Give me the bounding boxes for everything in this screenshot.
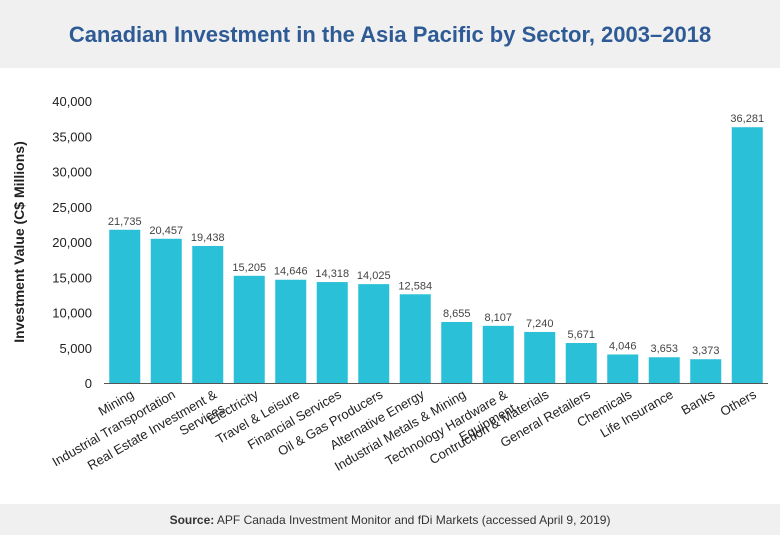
y-tick-label: 10,000 xyxy=(52,306,92,321)
source-text: APF Canada Investment Monitor and fDi Ma… xyxy=(216,513,611,527)
bar xyxy=(648,357,680,383)
bar-value-label: 20,457 xyxy=(149,225,183,237)
bar-value-label: 14,318 xyxy=(315,268,349,280)
y-tick-label: 35,000 xyxy=(52,129,92,144)
chart-title: Canadian Investment in the Asia Pacific … xyxy=(68,22,712,47)
y-tick-label: 40,000 xyxy=(52,94,92,109)
bar xyxy=(565,343,597,383)
y-axis-ticks: 0 5,000 10,000 15,000 20,000 25,000 30,000 35,0… xyxy=(52,94,92,391)
y-axis-label: Investment Value (C$ Millions) xyxy=(11,141,27,343)
x-tick-label: Others xyxy=(717,386,759,419)
y-tick-label: 25,000 xyxy=(52,200,92,215)
bar-value-label: 8,107 xyxy=(484,312,512,324)
bar xyxy=(150,238,182,383)
bar xyxy=(690,359,722,383)
y-tick-label: 0 xyxy=(85,376,92,391)
bar-value-label: 3,373 xyxy=(692,345,720,357)
bar-value-label: 8,655 xyxy=(443,308,471,320)
x-tick-label-line: Others xyxy=(717,386,759,419)
bar xyxy=(192,245,224,383)
value-labels: 21,735 20,457 19,438 15,205 14,646 14,318 14,0… xyxy=(108,113,764,357)
bars xyxy=(109,127,763,383)
x-tick-label-line: Banks xyxy=(678,386,717,417)
bar-value-label: 21,735 xyxy=(108,216,142,228)
y-tick-label: 5,000 xyxy=(59,341,92,356)
bar xyxy=(275,279,307,383)
bar-value-label: 19,438 xyxy=(191,232,225,244)
bar xyxy=(524,331,556,383)
bar-value-label: 5,671 xyxy=(567,329,595,341)
y-tick-label: 20,000 xyxy=(52,235,92,250)
bar xyxy=(316,282,348,383)
bar-value-label: 3,653 xyxy=(650,343,678,355)
bar-value-label: 14,646 xyxy=(274,266,308,278)
y-tick-label: 30,000 xyxy=(52,165,92,180)
bar xyxy=(109,229,141,383)
bar-value-label: 14,025 xyxy=(357,270,391,282)
source-prefix: Source: xyxy=(169,513,215,527)
bar xyxy=(358,284,390,383)
bar xyxy=(731,127,763,383)
title-banner xyxy=(0,0,780,68)
source-banner xyxy=(0,504,780,535)
source-note: Source: APF Canada Investment Monitor an… xyxy=(0,513,780,527)
bar-value-label: 7,240 xyxy=(526,318,554,330)
bar xyxy=(441,321,473,383)
chart-area: Investment Value (C$ Millions) 0 5,000 10,… xyxy=(11,94,768,474)
bar xyxy=(399,294,431,383)
bar-value-label: 12,584 xyxy=(398,280,432,292)
y-tick-label: 15,000 xyxy=(52,270,92,285)
bar-value-label: 15,205 xyxy=(232,262,266,274)
bar xyxy=(607,354,639,383)
bar xyxy=(233,275,265,383)
bar xyxy=(482,325,514,383)
bar-value-label: 36,281 xyxy=(730,113,764,125)
x-tick-label: Banks xyxy=(678,386,717,417)
bar-value-label: 4,046 xyxy=(609,340,637,352)
